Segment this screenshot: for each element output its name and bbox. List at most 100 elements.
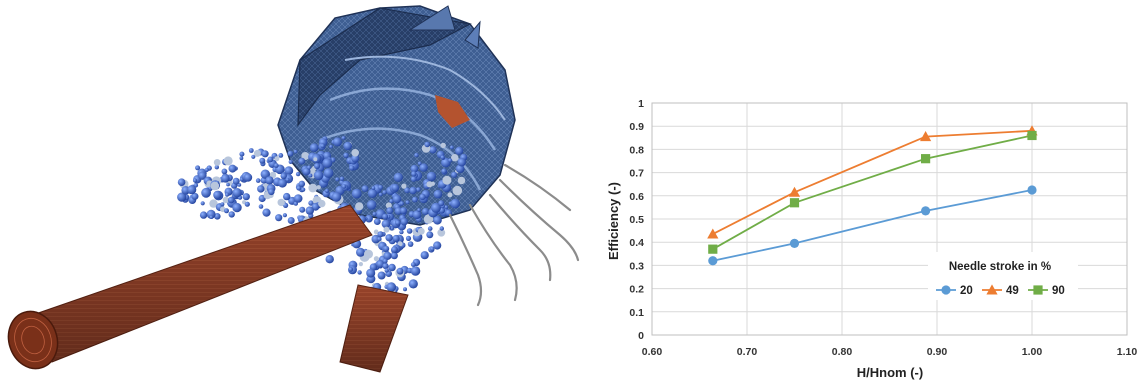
turbine-mesh-illustration [7,5,580,373]
spray-droplet [383,251,392,260]
x-tick-label: 0.70 [737,346,758,358]
spray-droplet [366,268,376,278]
spray-droplet [177,178,186,186]
spray-droplet [339,176,345,181]
legend-entry-90: 90 [1028,285,1065,297]
spray-droplet [355,202,364,211]
spray-droplet [388,263,396,272]
legend-marker [986,284,998,295]
spray-droplet [253,149,261,157]
spray-droplet [288,159,293,164]
spray-droplet [265,176,274,185]
legend-entry-49: 49 [982,284,1019,297]
x-tick-label: 1.10 [1117,346,1138,358]
spray-droplet [405,235,412,241]
spray-droplet [437,228,446,237]
spray-droplet [371,234,381,244]
spray-droplet [396,267,404,275]
spray-droplet [228,211,235,218]
spray-droplet [386,207,394,215]
spray-droplet [404,187,410,194]
data-point-49 [707,228,719,239]
spray-droplet [419,163,428,172]
spray-droplet [248,148,254,153]
plot-area-border [651,102,1128,336]
spray-droplet [373,256,379,262]
spray-droplet [393,172,403,182]
spray-droplet [403,287,407,292]
spray-droplet [258,204,264,209]
spray-droplet [382,258,388,264]
spray-droplet [275,214,283,222]
spray-droplet [287,150,294,157]
spray-droplet [397,241,403,247]
spray-droplet [391,246,398,253]
y-tick-label: 0.1 [629,307,644,319]
spray-droplet [259,157,266,164]
spray-droplet [243,173,253,182]
y-tick-label: 0.5 [629,214,644,226]
legend-marker [1033,285,1043,295]
inlet-pipe [7,204,373,370]
spray-droplet [366,200,377,210]
spray-droplet [417,161,422,166]
spray-droplet [377,231,384,238]
spray-droplet [309,143,319,152]
spray-droplet [210,181,220,191]
x-tick-label: 1.00 [1022,346,1043,358]
spray-droplet [335,177,340,182]
data-point-90 [1027,130,1037,141]
spray-droplet [419,193,426,201]
spray-droplet [257,185,265,193]
spray-droplet [455,164,465,173]
spray-droplet [285,177,290,182]
spray-droplet [200,201,205,206]
spray-droplet [323,168,334,178]
spray-droplet [356,247,365,257]
legend-label: 20 [960,285,973,297]
spray-droplet [351,154,360,163]
spray-droplet [331,192,342,202]
spray-droplet [438,200,445,207]
spray-droplet [341,184,347,189]
spray-droplet [364,249,373,259]
chart-legend: Needle stroke in % 20 49 90 [928,252,1078,300]
y-tick-label: 0.9 [629,121,644,133]
spray-droplet [187,185,197,195]
turbine-mesh-render [7,5,580,373]
data-point-90 [789,198,800,208]
y-tick-label: 0.6 [629,191,644,203]
spray-droplet [287,217,295,224]
spray-droplet [440,155,445,160]
spray-droplet [308,200,314,206]
spray-droplet [407,241,414,247]
series-90 [708,130,1037,254]
series-line-20 [712,189,1033,262]
y-axis-label: Efficiency (-) [606,182,621,260]
spray-droplet [427,226,433,231]
y-tick-label: 0.3 [629,260,644,272]
spray-droplet [390,252,398,260]
spray-droplet [301,152,310,160]
chart-axes: 0 0.1 0.2 0.3 0.4 0.5 0.6 0.7 0.8 0.9 1 0.60 0.70 0.8… [629,98,1137,358]
spray-droplet [377,271,386,280]
x-tick-label: 0.60 [642,346,663,358]
spray-droplet [381,219,391,229]
spray-droplet [198,171,207,180]
spray-droplet [373,218,381,226]
spray-droplet [399,201,404,206]
spray-droplet [314,162,321,170]
data-point-90 [708,244,718,254]
spray-droplet [298,157,306,165]
series-line-90 [712,134,1033,250]
spray-droplet [232,188,242,198]
data-point-20 [789,238,800,248]
spray-droplet [367,188,377,198]
legend-title: Needle stroke in % [949,261,1051,273]
spray-droplet [268,188,275,196]
spray-droplet [349,165,355,171]
spray-droplet [199,211,208,219]
spray-droplet [273,163,279,168]
spray-droplet [385,234,393,242]
spray-droplet [373,229,379,235]
